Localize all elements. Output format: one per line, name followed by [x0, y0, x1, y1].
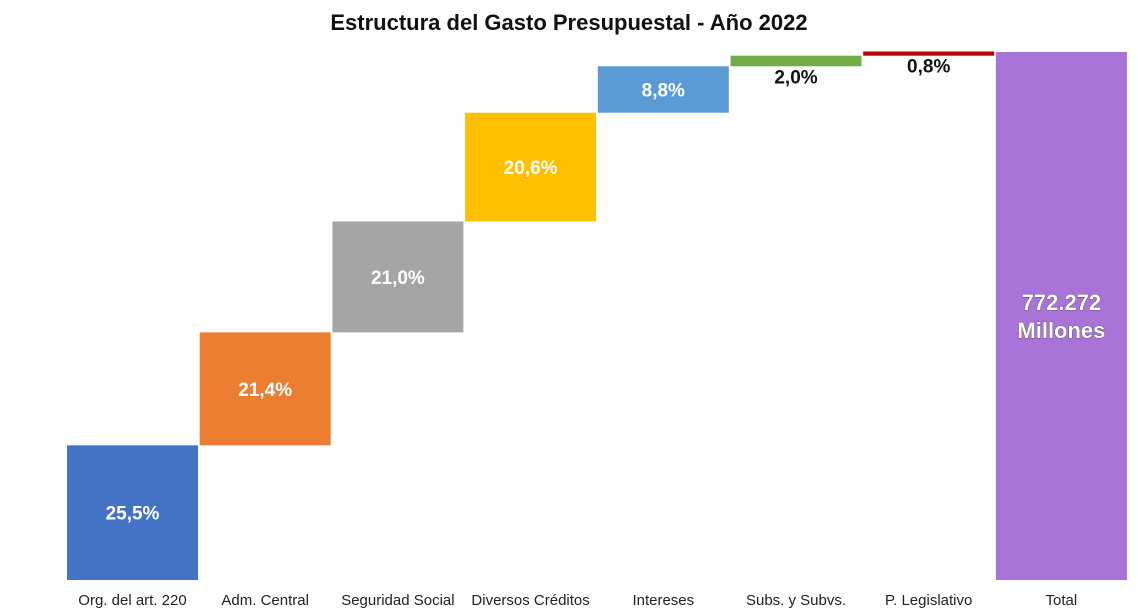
category-label-subs-y-subvs: Subs. y Subvs.	[746, 592, 846, 609]
data-label-subs-y-subvs: 2,0%	[774, 67, 817, 88]
total-label-line-2: Millones	[1017, 318, 1105, 343]
category-label-total: Total	[1046, 592, 1078, 609]
bar-p-legislativo	[863, 51, 995, 56]
bar-diversos-creditos	[465, 112, 597, 222]
total-label-line-1: 772.272	[1022, 290, 1102, 315]
data-label-p-legislativo: 0,8%	[907, 57, 950, 78]
data-label-diversos-creditos: 20,6%	[504, 158, 558, 179]
category-label-adm-central: Adm. Central	[221, 592, 309, 609]
chart-title: Estructura del Gasto Presupuestal - Año …	[330, 10, 807, 35]
category-label-diversos-creditos: Diversos Créditos	[471, 592, 589, 609]
category-label-intereses: Intereses	[632, 592, 694, 609]
bar-intereses	[597, 66, 729, 113]
bar-adm-central	[199, 332, 331, 446]
data-label-org-del-art-220: 25,5%	[106, 504, 160, 525]
category-label-p-legislativo: P. Legislativo	[885, 592, 972, 609]
data-label-adm-central: 21,4%	[238, 380, 292, 401]
data-label-seguridad-social: 21,0%	[371, 268, 425, 289]
category-label-org-del-art-220: Org. del art. 220	[78, 592, 186, 609]
bar-total	[995, 52, 1127, 580]
bar-org-del-art-220	[67, 445, 198, 580]
bars-group	[67, 51, 1127, 580]
category-labels-group: Org. del art. 220 Adm. Central Seguridad S…	[78, 592, 1077, 609]
bar-subs-y-subvs	[730, 55, 862, 67]
category-label-seguridad-social: Seguridad Social	[341, 592, 454, 609]
bar-seguridad-social	[332, 221, 464, 333]
data-labels-group: 25,5% 21,4% 21,0% 20,6% 8,8% 2,0% 0,8% 772.272 M…	[106, 57, 1106, 525]
data-label-intereses: 8,8%	[642, 80, 685, 101]
